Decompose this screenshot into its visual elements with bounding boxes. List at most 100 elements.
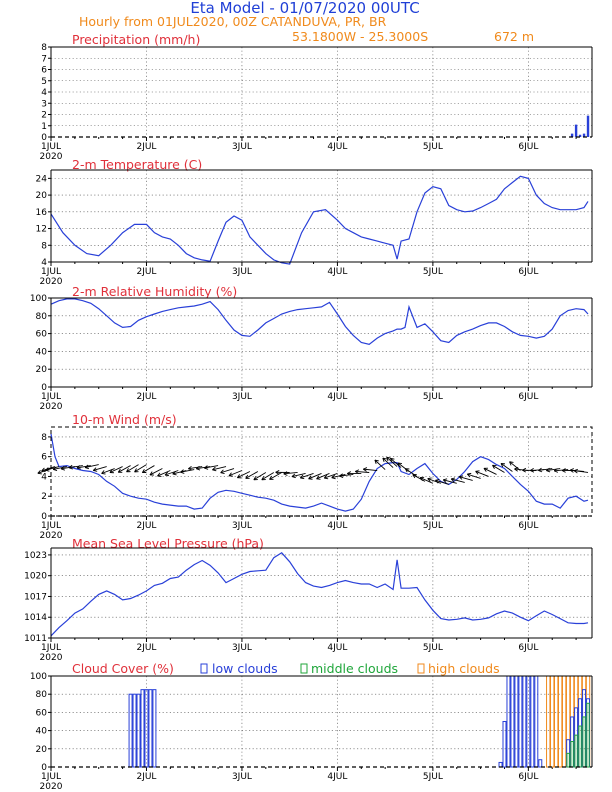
wind-arrow: [492, 464, 505, 473]
x-year-label: 2020: [40, 782, 63, 792]
wind-arrow-shaft: [269, 472, 282, 480]
cloud-high-bar: [554, 675, 559, 768]
y-tick-label: 4: [41, 258, 47, 268]
x-tick-label: 1JUL: [41, 643, 61, 653]
wind-arrow-head: [196, 465, 200, 470]
wind-arrow-head: [45, 469, 50, 472]
wind-arrow-shaft: [164, 470, 179, 476]
wind-arrow-shaft: [363, 468, 378, 471]
wind-arrow: [109, 466, 123, 474]
wind-arrow-shaft: [101, 468, 115, 474]
cloud-middle-bar: [578, 725, 582, 768]
wind-arrow-head: [41, 467, 45, 472]
wind-arrow-head: [37, 470, 41, 474]
wind-arrow-head: [308, 475, 312, 480]
y-tick-label: 1011: [24, 634, 47, 644]
wind-arrow-head: [339, 475, 344, 478]
wind-arrow-head: [450, 478, 455, 482]
panel-mslp: 1011 1014 1017 1020 1023 1JUL 2JUL 3JUL 4JUL 5JUL…: [24, 536, 593, 663]
cloud-low-bar: [132, 693, 137, 768]
wind-arrow-head: [283, 473, 288, 476]
wind-arrow-head: [435, 479, 439, 484]
wind-arrow-head: [324, 477, 329, 480]
y-tick-label: 60: [36, 330, 48, 340]
wind-arrow-head: [467, 472, 472, 475]
cloud-high-bar: [561, 675, 567, 768]
wind-arrow-head: [245, 474, 249, 479]
y-tick-label: 1014: [24, 613, 47, 623]
wind-arrow-shaft: [237, 471, 251, 479]
y-tick-label: 60: [36, 708, 48, 718]
wind-arrow-shaft: [412, 474, 426, 482]
wind-arrow-head: [509, 461, 512, 466]
wind-arrow-shaft: [459, 476, 473, 481]
wind-arrow-shaft: [467, 473, 481, 479]
header-coords: 53.1800W - 25.3000S: [292, 29, 428, 44]
x-tick-label: 3JUL: [232, 267, 252, 277]
wind-arrow-head: [363, 467, 368, 470]
wind-arrow-head: [492, 465, 495, 469]
wind-arrow-shaft: [308, 473, 322, 480]
y-tick-label: 24: [36, 174, 48, 184]
panel-cloud: 0 20 40 60 80 100 1JUL 2JUL 3JUL 4JUL 5JUL 6JUL 2020…: [30, 661, 593, 792]
wind-arrow-head: [164, 471, 169, 476]
wind-arrow-head: [109, 469, 113, 473]
precip-bar: [570, 133, 574, 137]
wind-arrow-head: [299, 474, 304, 479]
wind-arrow: [126, 464, 139, 473]
x-tick-label: 1JUL: [41, 392, 61, 402]
y-tick-label: 8: [41, 433, 47, 443]
wind-arrow-head: [538, 467, 542, 471]
precip-bar: [578, 134, 582, 137]
legend-high-label: high clouds: [428, 661, 500, 676]
wind-arrow-head: [212, 469, 217, 472]
wind-arrow: [355, 469, 370, 474]
wind-arrow-head: [220, 472, 225, 474]
y-tick-label: 100: [30, 294, 47, 304]
wind-arrow-shaft: [500, 463, 513, 472]
x-tick-label: 4JUL: [327, 772, 347, 782]
wind-arrow-head: [355, 469, 360, 472]
wind-arrow-head: [553, 468, 558, 472]
legend-middle-swatch: [300, 663, 308, 674]
x-tick-label: 2JUL: [136, 392, 156, 402]
wind-arrow-head: [355, 471, 359, 474]
wind-arrow: [141, 465, 155, 474]
x-tick-label: 5JUL: [423, 772, 443, 782]
x-tick-label: 5JUL: [423, 267, 443, 277]
wind-arrow-head: [37, 472, 42, 475]
wind-arrow-head: [141, 468, 145, 473]
wind-arrow-head: [212, 466, 216, 471]
x-tick-label: 2JUL: [136, 772, 156, 782]
wind-arrow-head: [427, 478, 431, 482]
panel-rh: 0 20 40 60 80 100 1JUL 2JUL 3JUL 4JUL 5JUL 6JUL 2020…: [30, 284, 593, 412]
wind-arrow-head: [435, 479, 440, 481]
y-tick-label: 3: [41, 99, 47, 109]
wind-arrow-head: [84, 464, 89, 468]
wind-arrow-head: [53, 468, 58, 472]
wind-arrow-head: [522, 469, 526, 473]
wind-arrow-head: [386, 457, 389, 462]
wind-arrow-shaft: [126, 464, 139, 473]
wind-arrow-head: [382, 457, 385, 462]
wind-arrow-shaft: [84, 464, 99, 469]
wind-arrow-shaft: [212, 466, 227, 471]
wind-arrow: [253, 472, 267, 481]
wind-arrow: [180, 469, 195, 474]
wind-arrow-shaft: [435, 479, 449, 485]
wind-arrow: [92, 466, 107, 472]
wind-arrow: [435, 479, 449, 485]
wind-arrow: [323, 473, 338, 480]
wind-arrow: [204, 465, 219, 470]
wind-arrow-shaft: [109, 466, 123, 473]
wind-arrow-head: [275, 471, 280, 475]
wind-arrow: [101, 468, 115, 475]
wind-arrow-head: [228, 472, 232, 477]
wind-arrow: [316, 473, 330, 480]
wind-arrow-head: [522, 467, 527, 471]
wind-arrow: [419, 476, 434, 484]
x-tick-label: 6JUL: [518, 643, 538, 653]
cloud-low-bar: [538, 759, 543, 768]
panel-title: Mean Sea Level Pressure (hPa): [72, 536, 264, 551]
wind-arrow-head: [466, 473, 471, 478]
